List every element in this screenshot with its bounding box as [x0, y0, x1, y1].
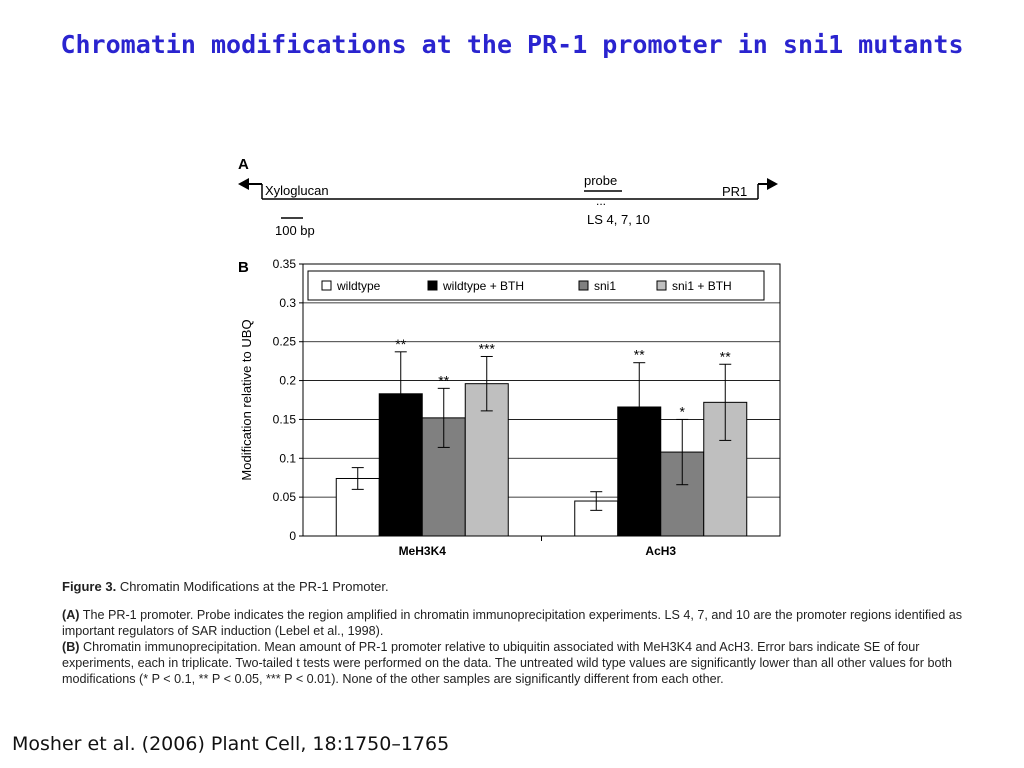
category-labels: MeH3K4 AcH3 — [399, 536, 676, 558]
legend-label: sni1 + BTH — [672, 279, 732, 293]
legend-box — [307, 270, 765, 301]
figure-heading: Figure 3. Chromatin Modifications at the… — [62, 579, 962, 595]
significance-label: *** — [479, 340, 496, 356]
legend-swatch — [321, 280, 332, 291]
significance-label: * — [680, 403, 686, 419]
y-tick-label: 0.3 — [279, 296, 296, 310]
gene-label-pr1: PR1 — [722, 184, 747, 199]
panel-b-label: B — [238, 259, 249, 276]
caption-part-b-text: Chromatin immunoprecipitation. Mean amou… — [62, 640, 952, 686]
y-tick-label: 0.15 — [273, 412, 297, 426]
legend-label: sni1 — [594, 279, 616, 293]
legend-swatch — [427, 280, 438, 291]
caption-part-a-text: The PR-1 promoter. Probe indicates the r… — [62, 608, 962, 638]
panel-a-label: A — [238, 156, 249, 173]
y-axis-ticks: 0 0.05 0.1 0.15 0.2 0.25 0.3 0.35 — [273, 257, 303, 543]
y-tick-label: 0.35 — [273, 257, 297, 271]
caption-part-b-label: (B) — [62, 640, 80, 654]
significance-label: ** — [438, 372, 449, 388]
bars: ******* ***** — [335, 336, 748, 537]
ls-dots: ... — [596, 194, 606, 208]
figure-heading-text: Chromatin Modifications at the PR-1 Prom… — [119, 579, 389, 594]
legend-swatch — [656, 280, 667, 291]
significance-label: ** — [720, 348, 731, 364]
y-tick-label: 0.05 — [273, 490, 297, 504]
bar-chart: B 0 0.05 0.1 0.15 0.2 0.25 0.3 0.35 Modificatio… — [238, 257, 781, 558]
slide-title: Chromatin modifications at the PR-1 prom… — [60, 30, 964, 59]
left-arrow-head — [238, 178, 249, 190]
legend-label: wildtype + BTH — [442, 279, 524, 293]
category-label: AcH3 — [645, 544, 676, 558]
gene-label-xyloglucan: Xyloglucan — [265, 183, 329, 198]
significance-label: ** — [395, 336, 406, 352]
caption-part-a-label: (A) — [62, 608, 80, 622]
y-tick-label: 0.25 — [273, 335, 297, 349]
scale-label: 100 bp — [275, 223, 315, 238]
legend: wildtype wildtype + BTH sni1 sni1 + BTH — [307, 270, 765, 301]
ls-label: LS 4, 7, 10 — [587, 212, 650, 227]
significance-label: ** — [634, 347, 645, 363]
caption-part-b: (B) Chromatin immunoprecipitation. Mean … — [62, 639, 962, 687]
probe-label: probe — [584, 173, 617, 188]
y-axis-label: Modification relative to UBQ — [239, 319, 254, 480]
category-label: MeH3K4 — [399, 544, 447, 558]
figure-number: Figure 3. — [62, 579, 117, 594]
right-arrow-head — [767, 178, 778, 190]
y-tick-label: 0.2 — [279, 374, 296, 388]
legend-label: wildtype — [336, 279, 381, 293]
caption-part-a: (A) The PR-1 promoter. Probe indicates t… — [62, 607, 962, 639]
promoter-map: A Xyloglucan PR1 probe ... LS 4, 7, 10 1… — [238, 156, 778, 238]
y-tick-label: 0 — [289, 529, 296, 543]
legend-swatch — [578, 280, 589, 291]
citation: Mosher et al. (2006) Plant Cell, 18:1750… — [12, 733, 450, 755]
y-tick-label: 0.1 — [279, 451, 296, 465]
